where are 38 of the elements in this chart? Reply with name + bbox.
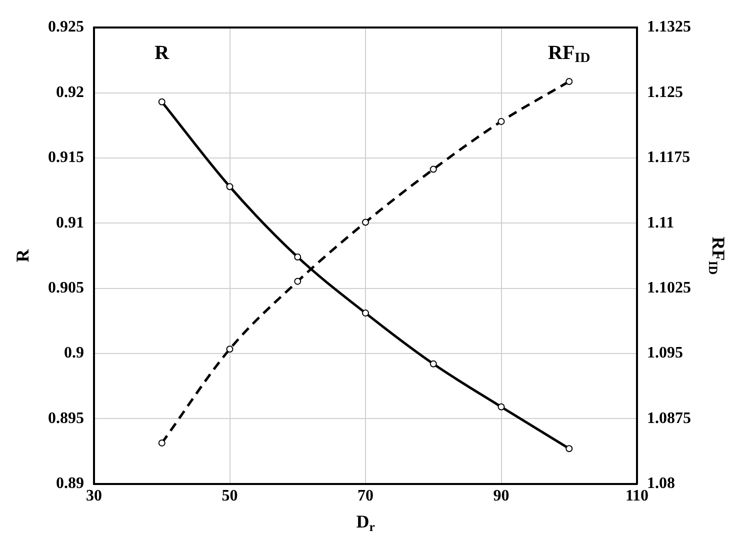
y-tick-label: 0.89 bbox=[56, 474, 84, 492]
y-tick-label: 0.91 bbox=[56, 214, 84, 232]
point bbox=[158, 98, 166, 106]
point bbox=[430, 360, 437, 368]
point bbox=[566, 445, 573, 452]
point bbox=[158, 439, 166, 446]
x-tick-label: 90 bbox=[493, 488, 510, 505]
x-tick-label: 30 bbox=[86, 488, 102, 505]
y2-tick-label: 1.095 bbox=[647, 344, 683, 362]
point bbox=[226, 346, 234, 353]
y-axis-title: R bbox=[12, 248, 33, 262]
x-tick-label: 110 bbox=[625, 488, 649, 505]
y-tick-label: 0.9 bbox=[64, 344, 84, 362]
x-tick-label: 70 bbox=[358, 488, 374, 505]
y2-tick-label: 1.1325 bbox=[647, 18, 691, 36]
point bbox=[226, 183, 234, 190]
y-tick-label: 0.915 bbox=[48, 149, 84, 166]
y2-tick-label: 1.08 bbox=[647, 474, 675, 492]
point bbox=[294, 254, 302, 261]
point bbox=[498, 403, 505, 410]
y-tick-label: 0.925 bbox=[48, 18, 84, 36]
point bbox=[294, 278, 302, 285]
point bbox=[498, 118, 505, 125]
y2-tick-label: 1.125 bbox=[647, 84, 683, 101]
y2-tick-label: 1.0875 bbox=[647, 410, 691, 427]
point bbox=[362, 310, 369, 317]
y-tick-label: 0.895 bbox=[48, 410, 84, 427]
point bbox=[566, 78, 573, 85]
y-tick-label: 0.92 bbox=[56, 84, 84, 101]
y2-tick-label: 1.1175 bbox=[647, 149, 690, 166]
y2-tick-label: 1.1025 bbox=[647, 279, 691, 296]
y-tick-label: 0.905 bbox=[48, 279, 84, 296]
y2-tick-label: 1.11 bbox=[647, 214, 674, 232]
x-tick-label: 50 bbox=[222, 488, 238, 505]
y2-axis-title: RFID bbox=[706, 236, 728, 275]
point bbox=[430, 166, 437, 173]
series-label: R bbox=[154, 42, 170, 64]
point bbox=[362, 218, 369, 226]
